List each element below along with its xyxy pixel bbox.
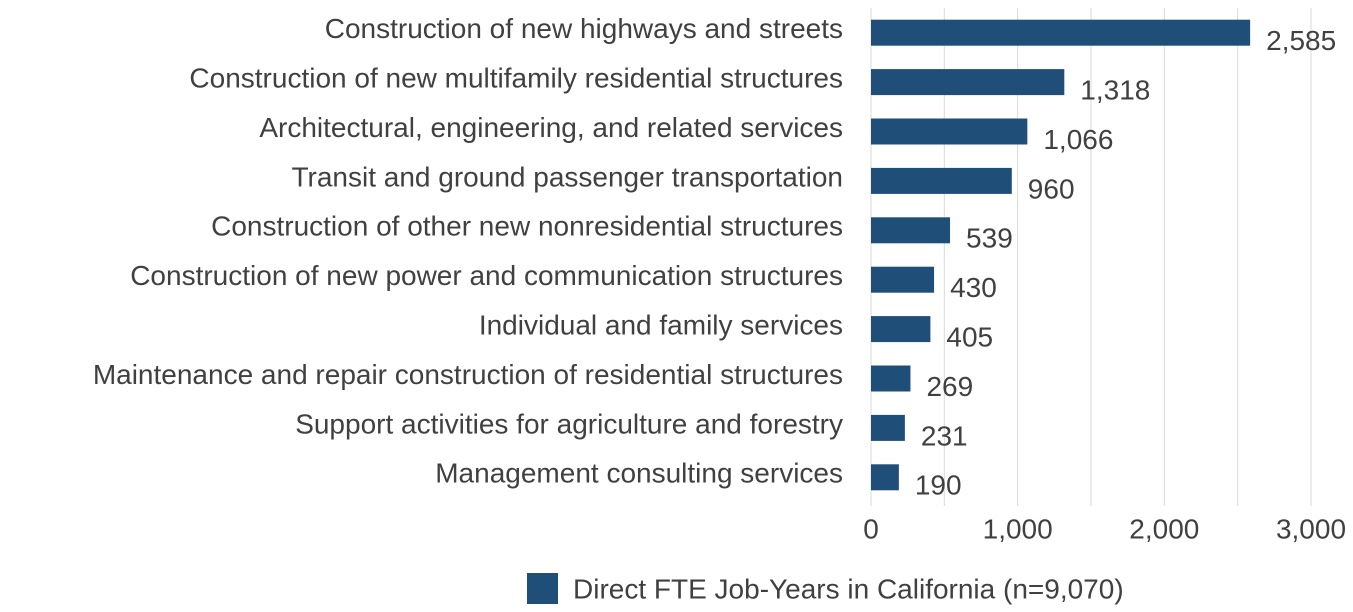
bar [871,19,1251,46]
value-label: 539 [966,223,1013,254]
value-label: 405 [946,321,993,352]
category-label: Maintenance and repair construction of r… [93,359,843,390]
x-tick-label: 2,000 [1129,513,1199,544]
x-tick-label: 0 [863,513,879,544]
value-label: 269 [926,371,973,402]
category-label: Construction of new multifamily resident… [189,62,843,93]
bar [871,217,951,244]
value-label: 1,066 [1043,124,1113,155]
value-label: 190 [915,470,962,501]
category-label: Construction of other new nonresidential… [211,211,843,242]
legend-label: Direct FTE Job-Years in California (n=9,… [573,573,1124,604]
legend-swatch [527,573,558,604]
bar [871,365,911,392]
bar [871,414,905,441]
category-label: Architectural, engineering, and related … [259,112,843,143]
value-label: 2,585 [1266,25,1336,56]
bar [871,316,931,343]
bar [871,69,1065,96]
category-label: Transit and ground passenger transportat… [291,161,843,192]
value-label: 231 [921,420,968,451]
x-tick-label: 1,000 [983,513,1053,544]
bar [871,464,899,491]
value-label: 1,318 [1080,74,1150,105]
bar [871,167,1012,194]
bar [871,266,935,293]
category-label: Individual and family services [479,309,843,340]
category-label: Construction of new power and communicat… [130,260,843,291]
category-label: Support activities for agriculture and f… [295,408,843,439]
category-label: Management consulting services [435,458,843,489]
value-label: 430 [950,272,997,303]
category-label: Construction of new highways and streets [325,13,843,44]
x-tick-label: 3,000 [1276,513,1346,544]
value-label: 960 [1028,173,1075,204]
bar [871,118,1028,145]
